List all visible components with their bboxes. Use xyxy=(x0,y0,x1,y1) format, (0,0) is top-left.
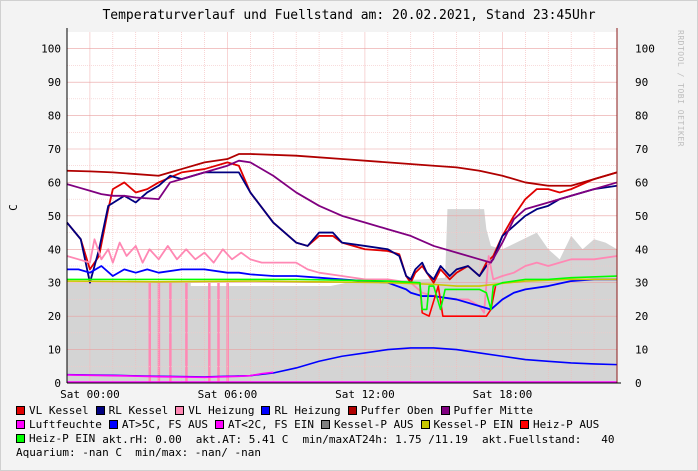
legend-swatch xyxy=(420,420,430,429)
y-tick-label-right: 70 xyxy=(635,143,648,156)
x-tick-label: Sat 00:00 xyxy=(60,388,120,400)
legend-label: Kessel-P EIN xyxy=(433,418,514,431)
y-tick-label-right: 10 xyxy=(635,344,648,357)
chart-title: Temperaturverlauf und Fuellstand am: 20.… xyxy=(102,8,596,23)
series-line-rl-heizung xyxy=(67,265,617,311)
legend-item: Puffer Oben xyxy=(347,404,434,417)
series-line-vl-heizung xyxy=(66,238,618,314)
y-tick-label-right: 50 xyxy=(635,210,648,223)
legend-row-3: Heiz-P EIN akt.rH: 0.00 akt.AT: 5.41 C min/… xyxy=(16,432,628,446)
series-line-heiz-p-ein xyxy=(67,275,618,311)
stat-minmax: min/maxAT24h: 1.75 /11.19 xyxy=(302,433,469,446)
x-tick-label: Sat 06:00 xyxy=(198,388,258,400)
legend-swatch xyxy=(175,406,185,415)
legend-item: VL Heizung xyxy=(175,404,254,417)
pump-bar-3 xyxy=(185,282,188,383)
y-tick-label-right: 80 xyxy=(635,110,648,123)
y-tick-label-right: 40 xyxy=(635,243,648,256)
y-tick-label-right: 100 xyxy=(635,43,655,56)
legend-item: RL Kessel xyxy=(95,404,169,417)
series-line-at-2c-fs-ein xyxy=(66,371,274,379)
legend-item: Heiz-P EIN xyxy=(16,432,95,445)
pump-bar-2 xyxy=(169,282,172,383)
legend-item: VL Kessel xyxy=(16,404,89,417)
legend-swatch xyxy=(321,420,331,429)
aquarium-line: Aquarium: -nan C min/max: -nan/ -nan xyxy=(16,446,262,459)
legend-label: AT<2C, FS EIN xyxy=(227,418,315,431)
legend-item: Puffer Mitte xyxy=(440,404,534,417)
y-tick-label-right: 30 xyxy=(635,277,648,290)
legend-swatch xyxy=(95,406,105,415)
legend-label: Heiz-P AUS xyxy=(533,418,600,431)
stat-rh: akt.rH: 0.00 xyxy=(102,433,182,446)
series-line-rl-kessel xyxy=(66,171,618,284)
y-tick-label-right: 20 xyxy=(635,310,648,323)
stat-at: akt.AT: 5.41 C xyxy=(195,433,289,446)
y-tick-label-left: 90 xyxy=(48,76,61,89)
legend-label: Heiz-P EIN xyxy=(29,432,96,445)
y-tick-label-left: 10 xyxy=(48,344,61,357)
legend-row-1: VL Kessel RL Kessel VL Heizung RL Heizung Pu… xyxy=(16,404,540,418)
legend-swatch xyxy=(347,406,357,415)
legend-item: RL Heizung xyxy=(261,404,341,417)
legend-item: Kessel-P EIN xyxy=(420,418,514,431)
legend-item: Kessel-P AUS xyxy=(321,418,414,431)
y-tick-label-right: 60 xyxy=(635,176,648,189)
legend-label: RL Heizung xyxy=(274,404,341,417)
y-tick-label-left: 20 xyxy=(48,310,61,323)
legend-label: RL Kessel xyxy=(108,404,169,417)
series-line-kessel-p-ein xyxy=(66,278,617,287)
y-tick-label-left: 60 xyxy=(48,176,61,189)
pump-bar-5 xyxy=(217,282,220,383)
legend-label: VL Kessel xyxy=(29,404,89,417)
legend-swatch xyxy=(520,420,530,429)
y-tick-label-left: 30 xyxy=(48,277,61,290)
legend-item: Heiz-P AUS xyxy=(520,418,599,431)
legend-label: VL Heizung xyxy=(188,404,255,417)
legend-label: Puffer Oben xyxy=(360,404,434,417)
legend-swatch xyxy=(16,406,25,415)
legend-swatch xyxy=(16,420,25,429)
y-tick-label-right: 0 xyxy=(635,377,642,390)
stat-level: akt.Fuellstand: 40 xyxy=(482,433,615,446)
x-tick-label: Sat 12:00 xyxy=(335,388,395,400)
legend-item: AT>5C, FS AUS xyxy=(108,418,208,431)
legend-label: AT>5C, FS AUS xyxy=(121,418,208,431)
legend-item: AT<2C, FS EIN xyxy=(214,418,315,431)
legend-label: Puffer Mitte xyxy=(453,404,534,417)
series-line-heiz-p-aus xyxy=(419,284,497,317)
legend-item: Luftfeuchte xyxy=(16,418,102,431)
legend-swatch xyxy=(16,434,25,443)
legend-swatch xyxy=(261,406,271,415)
legend-swatch xyxy=(440,406,450,415)
series-line-puffer-oben xyxy=(66,153,618,187)
x-tick-label: Sat 18:00 xyxy=(473,388,533,400)
series-line-puffer-mitte xyxy=(66,159,618,264)
y-tick-label-left: 70 xyxy=(48,143,61,156)
y-tick-label-right: 90 xyxy=(635,76,648,89)
watermark: RRDTOOL / TOBI OETIKER xyxy=(676,30,685,147)
legend-swatch xyxy=(214,420,224,429)
chart-plot: 0 0 10 10 20 20 30 30 40 40 50 50 60 60 70 70 80 80 90 90 10… xyxy=(7,28,655,400)
y-tick-label-left: 40 xyxy=(48,243,61,256)
legend-label: Kessel-P AUS xyxy=(334,418,414,431)
y-tick-label-left: 0 xyxy=(54,377,61,390)
y-tick-label-left: 100 xyxy=(41,43,61,56)
legend-label: Luftfeuchte xyxy=(29,418,102,431)
legend-swatch xyxy=(108,420,118,429)
y-tick-label-left: 80 xyxy=(48,110,61,123)
y-tick-label-left: 50 xyxy=(48,210,61,223)
y-axis-label: C xyxy=(7,204,20,211)
legend-row-2: Luftfeuchte AT>5C, FS AUS AT<2C, FS EIN Kes… xyxy=(16,418,606,432)
